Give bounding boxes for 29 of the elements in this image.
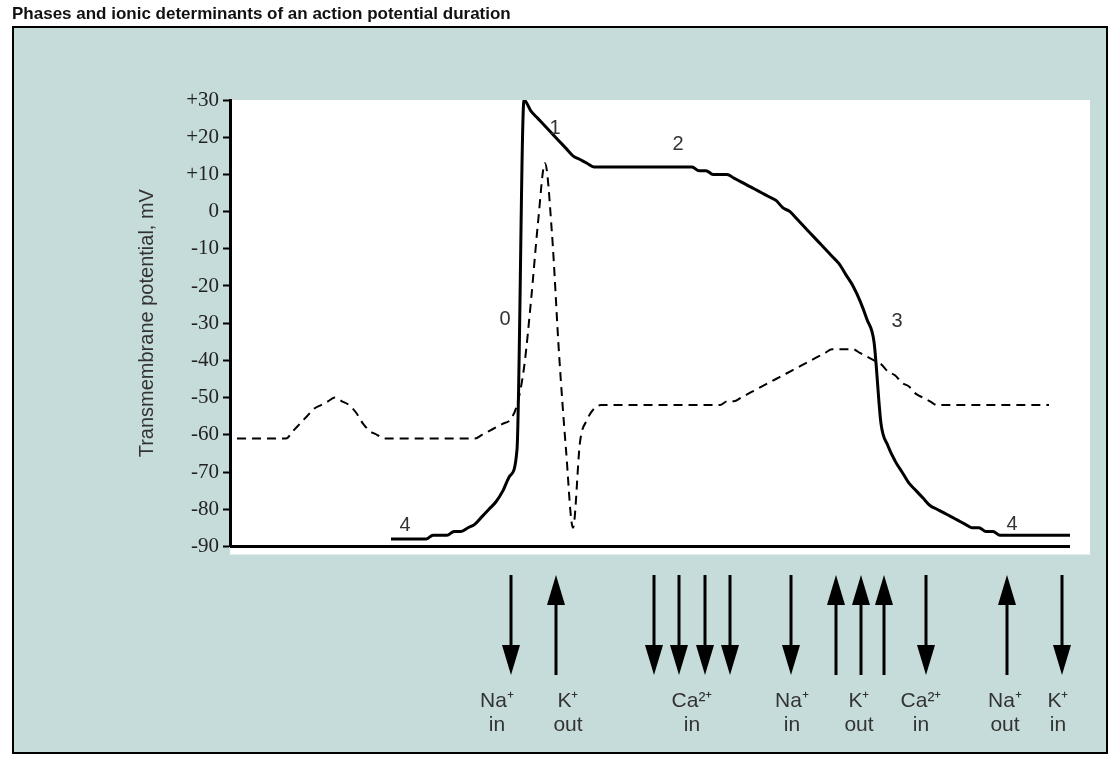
text: Na⁺ in bbox=[479, 688, 515, 736]
text: K⁺ out bbox=[552, 688, 584, 736]
y-tick-label: -30 bbox=[191, 309, 219, 334]
y-tick-label: -80 bbox=[191, 495, 219, 520]
text: Na⁺ out bbox=[987, 688, 1023, 736]
annotation: 2 bbox=[671, 131, 685, 155]
y-axis-title: Transmembrane potential, mV bbox=[134, 188, 157, 458]
y-tick-label: -90 bbox=[191, 532, 219, 557]
annotation: 4 bbox=[398, 512, 412, 536]
text: Na⁺ in bbox=[774, 688, 810, 736]
chart-title: Phases and ionic determinants of an action potential duration bbox=[12, 4, 511, 24]
text: K⁺ out bbox=[843, 688, 875, 736]
y-tick-label: +10 bbox=[186, 160, 219, 185]
y-tick-label: 0 bbox=[208, 198, 219, 223]
y-tick-label: +30 bbox=[186, 86, 219, 111]
annotation: 4 bbox=[1005, 511, 1019, 535]
text: Ca²⁺ in bbox=[899, 688, 943, 736]
y-tick-label: -20 bbox=[191, 272, 219, 297]
y-tick-label: -40 bbox=[191, 346, 219, 371]
y-tick-label: -70 bbox=[191, 458, 219, 483]
y-tick-label: -50 bbox=[191, 384, 219, 409]
y-tick-label: -60 bbox=[191, 421, 219, 446]
annotation: 0 bbox=[498, 306, 512, 330]
y-tick-label: +20 bbox=[186, 123, 219, 148]
annotation: 3 bbox=[890, 308, 904, 332]
annotation: 1 bbox=[548, 115, 562, 139]
text: K⁺ in bbox=[1047, 688, 1069, 735]
text: Ca²⁺ in bbox=[670, 688, 714, 736]
y-tick-label: -10 bbox=[191, 235, 219, 260]
